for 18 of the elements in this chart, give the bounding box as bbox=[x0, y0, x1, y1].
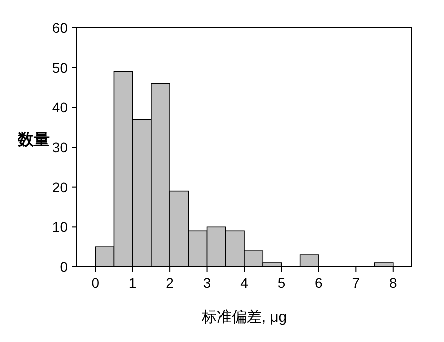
x-tick-label: 4 bbox=[240, 275, 249, 291]
x-tick-label: 8 bbox=[389, 275, 398, 291]
y-axis-title: 数量 bbox=[17, 131, 50, 149]
y-tick-label: 0 bbox=[60, 259, 68, 275]
y-tick-label: 40 bbox=[52, 100, 68, 116]
x-axis-title: 标准偏差, μg bbox=[200, 309, 288, 326]
y-tick-label: 50 bbox=[52, 60, 68, 76]
y-tick-label: 10 bbox=[52, 219, 68, 236]
x-tick-label: 1 bbox=[128, 275, 137, 291]
y-tick-label: 20 bbox=[52, 179, 68, 196]
y-tick-label: 60 bbox=[52, 20, 68, 36]
x-tick-label: 7 bbox=[352, 275, 360, 291]
x-tick-label: 0 bbox=[92, 275, 100, 291]
x-tick-label: 5 bbox=[278, 275, 286, 291]
x-tick-label: 6 bbox=[315, 275, 324, 291]
y-tick-label: 30 bbox=[52, 140, 68, 156]
x-tick-label: 2 bbox=[166, 275, 174, 291]
x-tick-label: 3 bbox=[203, 275, 212, 291]
